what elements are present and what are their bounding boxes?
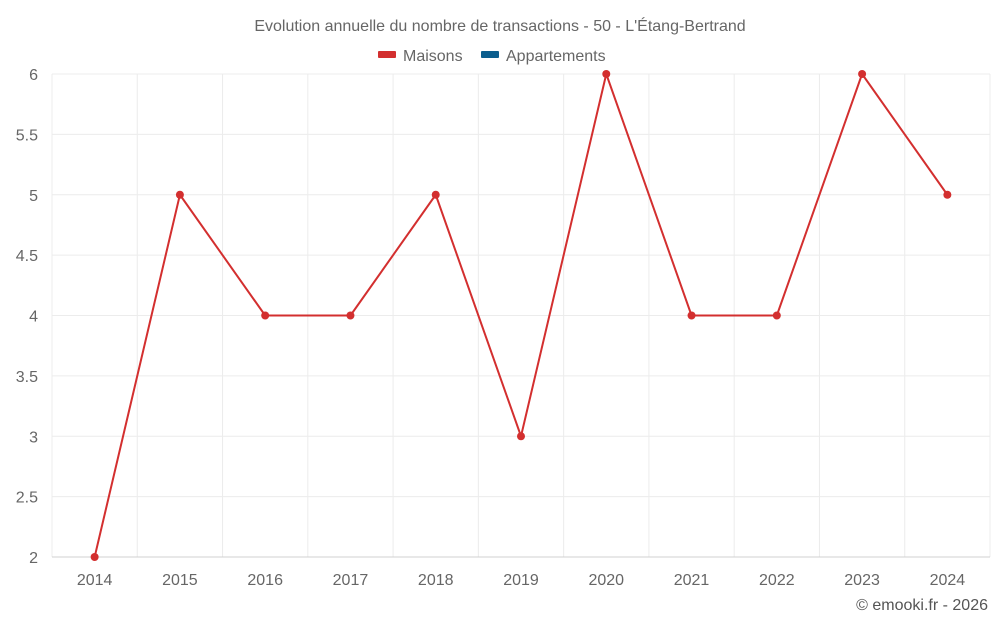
legend-item-maisons[interactable]: Maisons: [378, 48, 463, 65]
data-point-maisons-2017[interactable]: [346, 311, 355, 320]
y-tick-label: 5.5: [16, 127, 38, 144]
x-axis-ticks: 2014 2015 2016 2017 2018 2019 2020 2021 2022 2023…: [77, 572, 965, 589]
y-tick-label: 3.5: [16, 369, 38, 386]
x-tick-label: 2018: [418, 572, 454, 589]
y-tick-label: 6: [29, 67, 38, 84]
legend-item-appartements[interactable]: Appartements: [481, 48, 606, 65]
y-tick-label: 2: [29, 550, 38, 567]
x-tick-label: 2023: [844, 572, 880, 589]
x-tick-label: 2019: [503, 572, 539, 589]
y-tick-label: 3: [29, 429, 38, 446]
x-tick-label: 2014: [77, 572, 113, 589]
legend-label-appartements: Appartements: [506, 48, 606, 65]
legend-swatch-appartements: [481, 51, 499, 58]
y-tick-label: 2.5: [16, 490, 38, 507]
legend-label-maisons: Maisons: [403, 48, 463, 65]
y-axis-ticks: 2 2.5 3 3.5 4 4.5 5 5.5 6: [16, 67, 38, 567]
x-tick-label: 2016: [247, 572, 283, 589]
data-point-maisons-2022[interactable]: [772, 311, 781, 320]
data-point-maisons-2014[interactable]: [90, 553, 99, 561]
x-tick-label: 2021: [674, 572, 710, 589]
y-tick-label: 4: [29, 309, 38, 326]
data-point-maisons-2021[interactable]: [687, 311, 696, 320]
y-tick-label: 4.5: [16, 248, 38, 265]
credit-text: © emooki.fr - 2026: [856, 597, 988, 614]
data-point-maisons-2020[interactable]: [602, 70, 611, 78]
data-point-maisons-2023[interactable]: [858, 70, 867, 78]
x-tick-label: 2015: [162, 572, 198, 589]
y-tick-label: 5: [29, 188, 38, 205]
legend[interactable]: Maisons Appartements: [378, 48, 606, 65]
data-point-maisons-2015[interactable]: [175, 190, 184, 199]
x-tick-label: 2022: [759, 572, 795, 589]
legend-swatch-maisons: [378, 51, 396, 58]
y-gridlines: [52, 73, 990, 498]
data-point-maisons-2024[interactable]: [943, 190, 952, 199]
data-point-maisons-2019[interactable]: [517, 432, 525, 441]
chart-title: Evolution annuelle du nombre de transact…: [254, 16, 745, 35]
data-point-maisons-2018[interactable]: [431, 190, 440, 199]
x-tick-label: 2017: [333, 572, 369, 589]
x-tick-label: 2024: [930, 572, 966, 589]
data-point-maisons-2016[interactable]: [261, 311, 270, 320]
series-maisons: [90, 70, 952, 561]
x-tick-label: 2020: [588, 572, 624, 589]
